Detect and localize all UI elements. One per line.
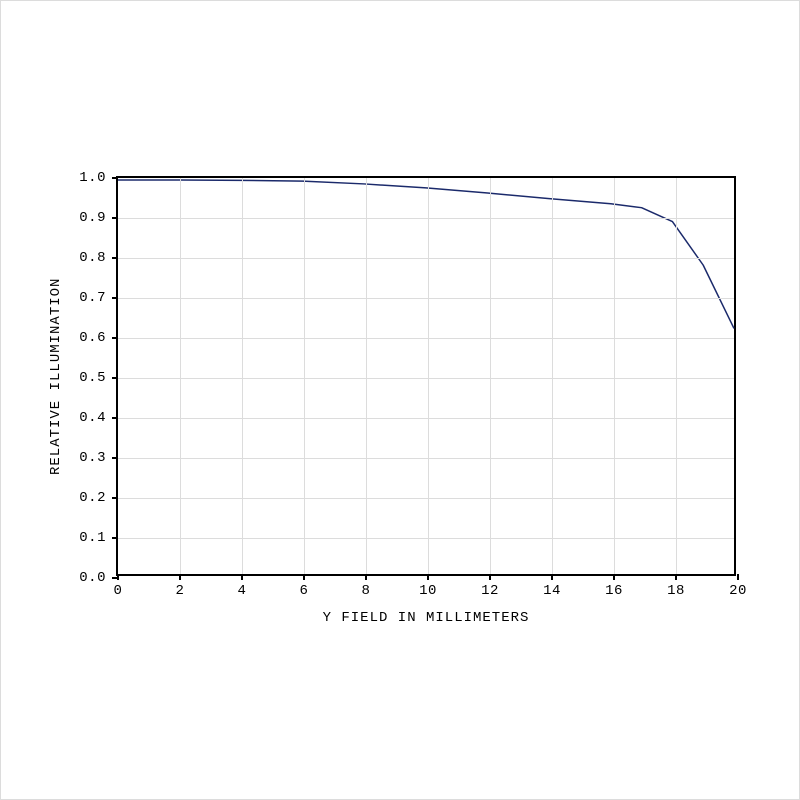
grid-line-horizontal	[118, 218, 734, 219]
data-layer	[118, 178, 734, 574]
x-tick-label: 4	[238, 583, 247, 599]
grid-line-horizontal	[118, 258, 734, 259]
x-tick-label: 16	[605, 583, 623, 599]
x-tick	[303, 574, 305, 580]
y-tick-label: 1.0	[79, 170, 106, 186]
y-tick	[112, 177, 118, 179]
x-tick	[179, 574, 181, 580]
grid-line-horizontal	[118, 418, 734, 419]
y-tick-label: 0.1	[79, 530, 106, 546]
grid-line-vertical	[304, 178, 305, 574]
grid-line-vertical	[366, 178, 367, 574]
x-tick	[489, 574, 491, 580]
x-tick-label: 12	[481, 583, 499, 599]
x-tick-label: 2	[176, 583, 185, 599]
y-tick	[112, 497, 118, 499]
grid-line-vertical	[490, 178, 491, 574]
y-tick-label: 0.2	[79, 490, 106, 506]
chart-container: 0 2 4 6 8 10 12 14 16 18 20 0.0 0.1 0.2 0.3 0.4 0.5 0.6 0.…	[0, 0, 800, 800]
y-tick-label: 0.7	[79, 290, 106, 306]
x-tick	[551, 574, 553, 580]
grid-line-horizontal	[118, 458, 734, 459]
grid-line-vertical	[614, 178, 615, 574]
y-tick-label: 0.9	[79, 210, 106, 226]
x-tick	[427, 574, 429, 580]
x-tick	[675, 574, 677, 580]
x-tick	[613, 574, 615, 580]
grid-line-vertical	[180, 178, 181, 574]
y-tick-label: 0.0	[79, 570, 106, 586]
x-tick-label: 10	[419, 583, 437, 599]
x-tick-label: 20	[729, 583, 747, 599]
y-tick-label: 0.5	[79, 370, 106, 386]
grid-line-horizontal	[118, 498, 734, 499]
x-tick	[241, 574, 243, 580]
series-relative-illumination	[118, 180, 734, 328]
grid-line-horizontal	[118, 338, 734, 339]
y-tick	[112, 537, 118, 539]
y-axis-title: RELATIVE ILLUMINATION	[48, 176, 64, 576]
x-tick	[737, 574, 739, 580]
grid-line-vertical	[242, 178, 243, 574]
y-tick-label: 0.3	[79, 450, 106, 466]
y-tick-label: 0.6	[79, 330, 106, 346]
plot-area: 024681012141618200.00.10.20.30.40.50.60.…	[116, 176, 736, 576]
x-tick-label: 6	[300, 583, 309, 599]
grid-line-horizontal	[118, 298, 734, 299]
x-tick-label: 14	[543, 583, 561, 599]
x-axis-title: Y FIELD IN MILLIMETERS	[116, 610, 736, 626]
y-tick-label: 0.8	[79, 250, 106, 266]
y-tick	[112, 217, 118, 219]
grid-line-horizontal	[118, 538, 734, 539]
y-tick	[112, 337, 118, 339]
y-tick	[112, 577, 118, 579]
y-tick	[112, 377, 118, 379]
y-tick-label: 0.4	[79, 410, 106, 426]
grid-line-horizontal	[118, 378, 734, 379]
x-tick	[365, 574, 367, 580]
x-tick-label: 18	[667, 583, 685, 599]
grid-line-vertical	[676, 178, 677, 574]
grid-line-vertical	[428, 178, 429, 574]
y-tick	[112, 297, 118, 299]
y-tick	[112, 257, 118, 259]
x-tick-label: 8	[362, 583, 371, 599]
x-tick-label: 0	[114, 583, 123, 599]
y-tick	[112, 417, 118, 419]
y-tick	[112, 457, 118, 459]
grid-line-vertical	[552, 178, 553, 574]
